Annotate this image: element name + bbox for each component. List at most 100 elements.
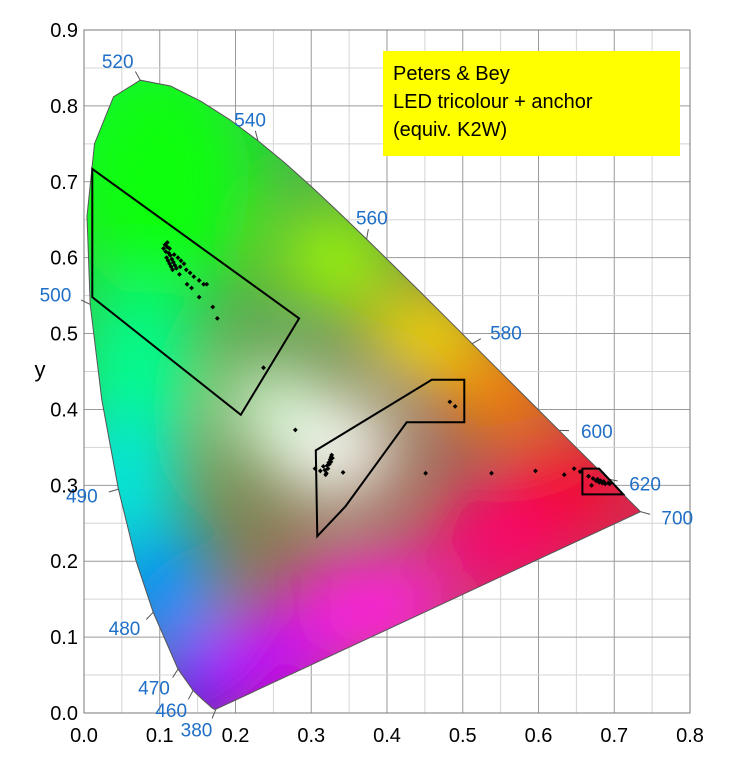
data-point bbox=[184, 281, 190, 287]
x-tick-label: 0.1 bbox=[146, 725, 174, 747]
data-point bbox=[196, 294, 202, 300]
data-point bbox=[181, 261, 187, 267]
wavelength-tick bbox=[471, 338, 482, 345]
wavelength-label: 560 bbox=[356, 208, 388, 229]
x-tick-label: 0.3 bbox=[297, 725, 325, 747]
x-tick-label: 0.5 bbox=[449, 725, 477, 747]
data-point bbox=[571, 466, 577, 472]
data-point bbox=[447, 399, 453, 405]
data-point bbox=[163, 249, 169, 254]
data-point bbox=[589, 482, 594, 488]
wavelength-tick bbox=[640, 511, 651, 515]
data-point bbox=[317, 468, 323, 474]
data-point bbox=[201, 281, 207, 287]
region-green bbox=[91, 166, 301, 417]
x-tick-label: 0.4 bbox=[373, 725, 401, 747]
data-point bbox=[174, 265, 179, 271]
wavelength-label: 500 bbox=[40, 286, 72, 307]
data-point bbox=[325, 466, 331, 472]
wavelength-tick bbox=[187, 690, 194, 700]
data-point bbox=[167, 246, 172, 251]
wavelength-label: 520 bbox=[102, 52, 134, 73]
wavelength-label: 600 bbox=[581, 422, 613, 443]
wavelength-tick bbox=[108, 488, 119, 493]
data-point bbox=[177, 271, 182, 277]
data-point bbox=[312, 466, 318, 472]
y-tick-label: 0.6 bbox=[50, 248, 78, 270]
wavelength-label: 700 bbox=[661, 509, 693, 530]
y-tick-label: 0.8 bbox=[50, 96, 78, 118]
data-point bbox=[171, 252, 177, 258]
data-point bbox=[164, 240, 170, 245]
region-outlines bbox=[91, 166, 626, 539]
data-point bbox=[423, 470, 429, 476]
y-tick-label: 0.1 bbox=[50, 627, 78, 649]
wavelength-label: 490 bbox=[66, 486, 98, 507]
y-tick-label: 0.5 bbox=[50, 324, 78, 346]
blob-pale-green bbox=[228, 364, 319, 455]
y-tick-label: 0.7 bbox=[50, 172, 78, 194]
y-tick-label: 0.3 bbox=[50, 475, 78, 497]
x-tick-label: 0.2 bbox=[222, 725, 250, 747]
data-point bbox=[189, 285, 194, 291]
wavelength-tick bbox=[145, 611, 154, 620]
data-point bbox=[170, 267, 176, 273]
annotation-line-3: (equiv. K2W) bbox=[393, 119, 508, 141]
data-point bbox=[561, 472, 567, 478]
wavelength-tick bbox=[211, 709, 217, 719]
data-point bbox=[577, 469, 583, 475]
axes bbox=[83, 29, 691, 714]
x-tick-label: 0.7 bbox=[600, 725, 628, 747]
wavelength-label: 580 bbox=[490, 324, 522, 345]
data-point bbox=[210, 304, 216, 310]
y-axis-label: y bbox=[35, 357, 46, 382]
blob-yellow-green bbox=[278, 212, 389, 303]
wavelength-tick bbox=[134, 71, 141, 81]
wavelength-label: 480 bbox=[109, 619, 141, 640]
data-point bbox=[183, 267, 189, 273]
data-point bbox=[175, 255, 181, 261]
data-point bbox=[328, 459, 334, 465]
data-point bbox=[161, 246, 166, 251]
annotation-line-2: LED tricolour + anchor bbox=[393, 91, 593, 113]
blob-green-cyan bbox=[87, 291, 198, 452]
data-point bbox=[320, 463, 326, 469]
data-point bbox=[340, 470, 346, 475]
data-point bbox=[164, 244, 170, 250]
plot-frame bbox=[83, 29, 691, 714]
blob-green bbox=[87, 80, 250, 302]
wavelength-tick bbox=[366, 229, 369, 240]
wavelength-label: 620 bbox=[629, 474, 661, 495]
data-point bbox=[172, 262, 178, 268]
data-points bbox=[161, 240, 613, 488]
y-tick-label: 0.0 bbox=[50, 703, 78, 725]
data-point bbox=[590, 476, 596, 481]
wavelength-tick bbox=[81, 299, 91, 305]
wavelength-label: 540 bbox=[234, 110, 266, 131]
data-point bbox=[607, 481, 613, 487]
data-point bbox=[586, 473, 591, 479]
annotation-line-1: Peters & Bey bbox=[393, 63, 510, 85]
tick-labels: 0.0 0.1 0.2 0.3 0.4 0.5 0.6 0.7 0.8 0.0 0.1 0.2 0.3 0… bbox=[50, 20, 704, 747]
wavelength-tick bbox=[172, 668, 179, 678]
data-point bbox=[204, 281, 210, 287]
data-point bbox=[177, 264, 183, 270]
data-point bbox=[292, 427, 298, 433]
data-point bbox=[323, 472, 329, 478]
data-point bbox=[533, 468, 538, 474]
data-point bbox=[601, 479, 607, 484]
data-point bbox=[166, 250, 172, 256]
data-point bbox=[330, 455, 335, 461]
data-point bbox=[595, 476, 600, 482]
data-point bbox=[178, 258, 184, 264]
region-red bbox=[581, 467, 626, 496]
data-point bbox=[196, 278, 202, 283]
x-tick-label: 0.8 bbox=[676, 725, 704, 747]
region-white bbox=[314, 378, 466, 539]
y-tick-label: 0.4 bbox=[50, 399, 78, 421]
annotation-box: Peters & Bey LED tricolour + anchor (equ… bbox=[383, 51, 680, 156]
blob-red bbox=[508, 445, 629, 526]
x-tick-label: 0.0 bbox=[70, 725, 98, 747]
